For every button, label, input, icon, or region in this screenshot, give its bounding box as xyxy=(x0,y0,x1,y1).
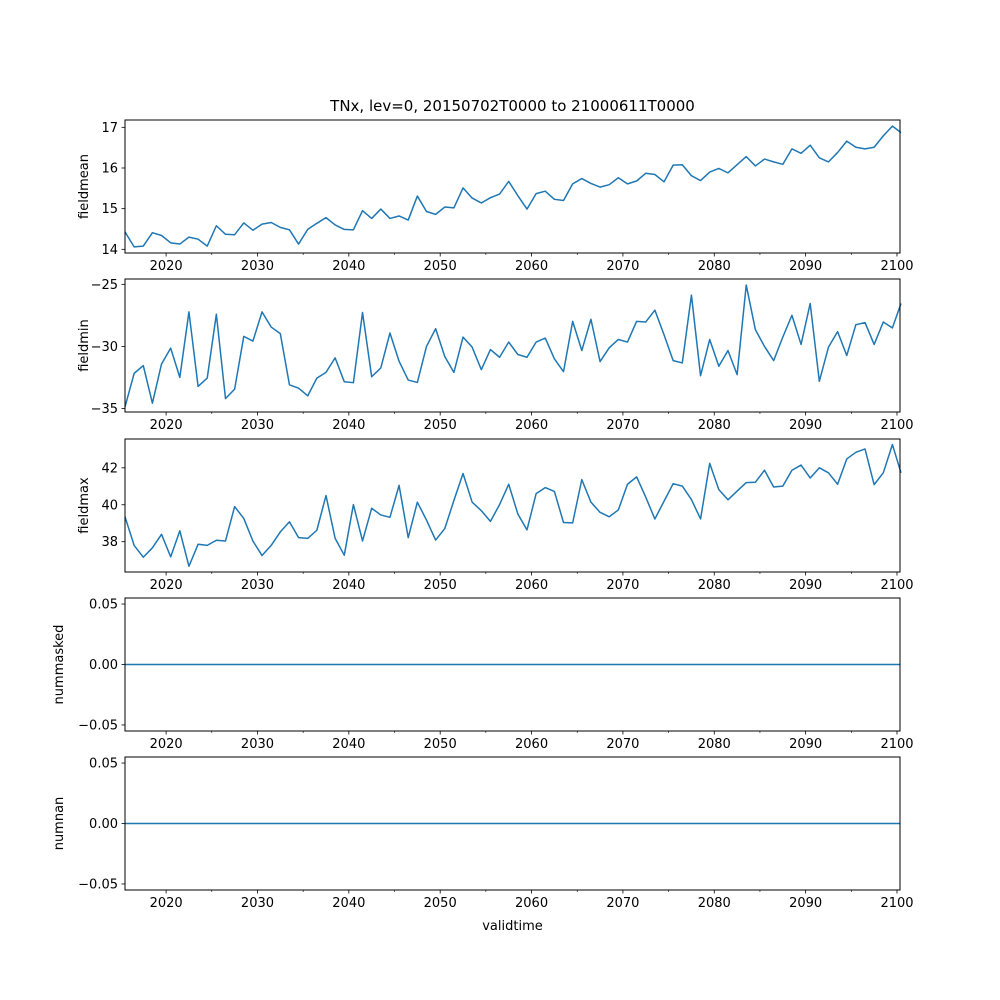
y-tick-label: 14 xyxy=(101,243,118,258)
x-tick-label: 2030 xyxy=(241,737,274,752)
x-tick-label: 2030 xyxy=(241,418,274,433)
x-tick-label: 2100 xyxy=(880,896,913,911)
x-tick-label: 2020 xyxy=(150,578,183,593)
y-tick-label: 42 xyxy=(101,461,118,476)
y-tick-label: 0.05 xyxy=(89,757,118,772)
x-tick-label: 2070 xyxy=(606,259,639,274)
axes-frame xyxy=(124,119,901,254)
y-tick-label: 16 xyxy=(101,161,118,176)
y-tick-label: 38 xyxy=(101,535,118,550)
x-tick-label: 2060 xyxy=(515,578,548,593)
x-tick-label: 2030 xyxy=(241,578,274,593)
y-tick-label: 0.05 xyxy=(89,598,118,613)
x-tick-label: 2030 xyxy=(241,259,274,274)
x-tick-label: 2090 xyxy=(789,259,822,274)
y-tick-label: 15 xyxy=(101,202,118,217)
y-tick-label: −35 xyxy=(91,402,118,417)
y-axis-label: fieldmean xyxy=(77,154,92,219)
x-tick-label: 2090 xyxy=(789,896,822,911)
x-tick-label: 2070 xyxy=(606,418,639,433)
x-tick-label: 2080 xyxy=(698,578,731,593)
x-axis-label: validtime xyxy=(482,919,543,934)
x-tick-label: 2020 xyxy=(150,896,183,911)
x-tick-label: 2070 xyxy=(606,896,639,911)
x-tick-label: 2040 xyxy=(332,737,365,752)
x-tick-label: 2080 xyxy=(698,259,731,274)
y-tick-label: 0.00 xyxy=(89,658,118,673)
x-tick-label: 2040 xyxy=(332,259,365,274)
x-tick-label: 2050 xyxy=(424,737,457,752)
x-tick-label: 2020 xyxy=(150,737,183,752)
y-tick-label: 40 xyxy=(101,498,118,513)
x-tick-label: 2060 xyxy=(515,418,548,433)
x-tick-label: 2050 xyxy=(424,259,457,274)
y-tick-label: −30 xyxy=(91,340,118,355)
y-tick-label: 17 xyxy=(101,121,118,136)
x-tick-label: 2100 xyxy=(880,737,913,752)
subplot-fieldmean: 14 15 16 17 fieldmean 2020 2030 2040 2050 2060 207… xyxy=(77,119,914,274)
x-tick-label: 2070 xyxy=(606,578,639,593)
x-tick-label: 2040 xyxy=(332,578,365,593)
y-axis-label: fieldmin xyxy=(77,319,92,372)
x-tick-label: 2060 xyxy=(515,259,548,274)
x-tick-label: 2050 xyxy=(424,578,457,593)
x-tick-label: 2090 xyxy=(789,737,822,752)
x-tick-label: 2090 xyxy=(789,418,822,433)
x-tick-label: 2090 xyxy=(789,578,822,593)
x-tick-label: 2100 xyxy=(880,418,913,433)
series-line-fieldmean xyxy=(124,125,902,248)
y-tick-label: −0.05 xyxy=(78,877,118,892)
x-tick-label: 2070 xyxy=(606,737,639,752)
subplot-nummasked: −0.05 0.00 0.05 nummasked 2020 2030 2040 2050 20… xyxy=(52,597,914,752)
x-tick-label: 2080 xyxy=(698,896,731,911)
x-tick-label: 2040 xyxy=(332,896,365,911)
x-tick-label: 2060 xyxy=(515,737,548,752)
x-tick-label: 2080 xyxy=(698,737,731,752)
x-tick-label: 2020 xyxy=(150,259,183,274)
y-axis-label: fieldmax xyxy=(77,477,92,534)
series-line-fieldmax xyxy=(124,443,902,568)
series-line-fieldmin xyxy=(124,284,902,408)
subplots: 14 15 16 17 fieldmean 2020 2030 2040 2050 2060 207… xyxy=(52,119,914,911)
x-tick-label: 2060 xyxy=(515,896,548,911)
axes-frame xyxy=(124,278,901,413)
x-tick-label: 2100 xyxy=(880,259,913,274)
subplot-numnan: −0.05 0.00 0.05 numnan 2020 2030 2040 2050 2060 2… xyxy=(52,756,914,911)
x-tick-label: 2100 xyxy=(880,578,913,593)
x-tick-label: 2040 xyxy=(332,418,365,433)
x-tick-label: 2030 xyxy=(241,896,274,911)
x-tick-label: 2080 xyxy=(698,418,731,433)
x-tick-label: 2050 xyxy=(424,418,457,433)
chart-title: TNx, lev=0, 20150702T0000 to 21000611T00… xyxy=(329,97,695,115)
y-axis-label: nummasked xyxy=(52,625,67,705)
y-axis-label: numnan xyxy=(52,797,67,851)
x-tick-label: 2020 xyxy=(150,418,183,433)
y-tick-label: 0.00 xyxy=(89,817,118,832)
x-tick-label: 2050 xyxy=(424,896,457,911)
y-tick-label: −0.05 xyxy=(78,718,118,733)
subplot-fieldmax: 38 40 42 fieldmax 2020 2030 2040 2050 2060 2070 20… xyxy=(77,438,914,593)
y-tick-label: −25 xyxy=(91,278,118,293)
axes-frame xyxy=(124,438,901,573)
subplot-fieldmin: −35 −30 −25 fieldmin 2020 2030 2040 2050 2060 207… xyxy=(77,278,914,433)
